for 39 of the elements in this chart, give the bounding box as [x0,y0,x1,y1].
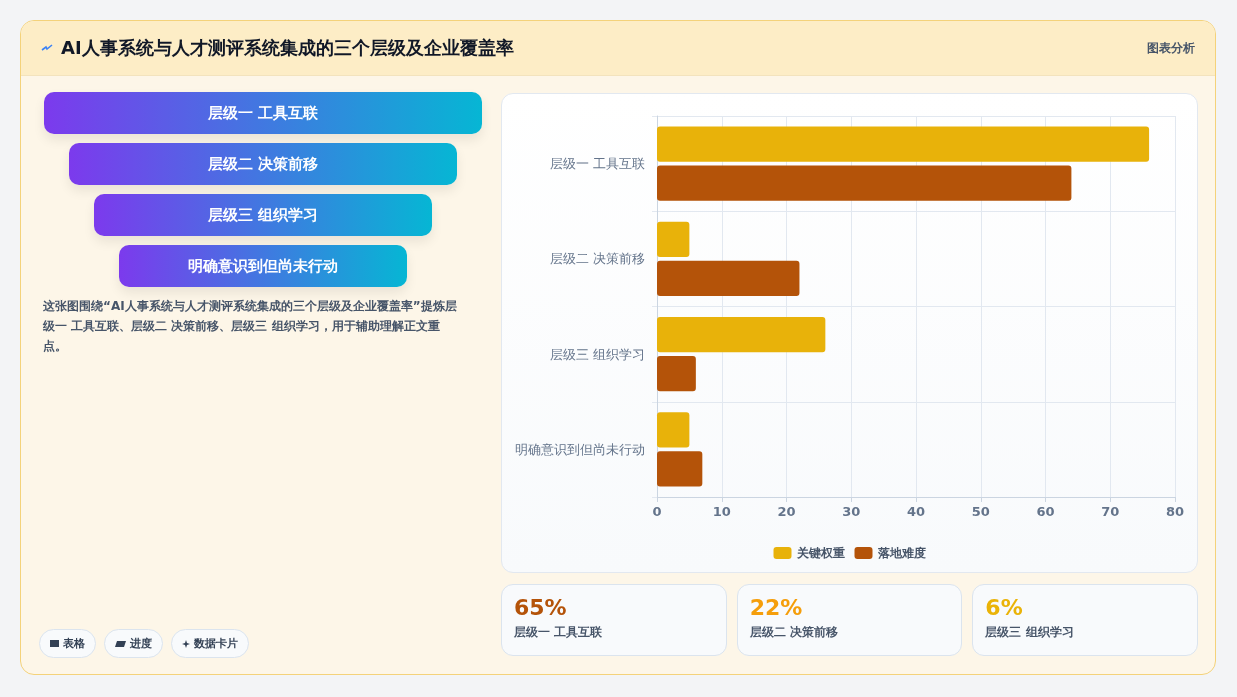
text: AI人事系统与人才测评系统集成的三个层级及企业覆盖率 [61,36,514,60]
text: 层级二 决策前移 [749,624,839,641]
x-tick-label: 20 [777,504,796,519]
x-tick-label: 0 [652,504,662,519]
text: 6% [985,595,1024,620]
bar [657,451,703,487]
x-tick-label: 70 [1101,504,1120,519]
text: 层级二 决策前移 [69,143,457,185]
text: 表格 [63,636,85,651]
legend-label: 落地难度 [876,546,926,560]
text: 层级三 组织学习 [94,194,432,236]
text: 明确意识到但尚未行动 [119,245,407,287]
bar [657,260,800,297]
x-tick-label: 80 [1165,504,1185,519]
text: 22% [749,595,804,620]
x-tick-label: 40 [906,504,926,519]
bar [657,221,690,258]
y-tick-label: 明确意识到但尚未行动 [515,441,645,457]
bar [657,412,690,448]
text: 这张图围绕“AI人事系统与人才测评系统集成的三个层级及企业覆盖率”提炼层级一 工具互联、层级二 决策前移、层级三 组织学习，用于辅助理解正文重点。 [43,298,458,355]
text: 层级三 组织学习 [985,624,1075,641]
x-tick-label: 10 [712,504,731,519]
bar [657,165,1072,201]
y-tick-label: 层级一 工具互联 [549,156,645,172]
text: 层级一 工具互联 [44,92,482,134]
x-tick-label: 60 [1036,504,1055,519]
bar [657,355,696,392]
text: 图表分析 [1147,39,1195,57]
y-tick-label: 层级二 决策前移 [549,251,645,267]
bar [657,316,826,353]
x-tick-label: 30 [842,504,861,519]
bar [657,126,1150,162]
text: 数据卡片 [194,636,238,651]
text: 层级一 工具互联 [514,624,604,641]
text: 进度 [130,636,152,651]
text: 65% [514,595,568,620]
y-tick-label: 层级三 组织学习 [549,346,645,362]
x-tick-label: 50 [971,504,990,519]
legend-label: 关键权重 [795,546,845,560]
